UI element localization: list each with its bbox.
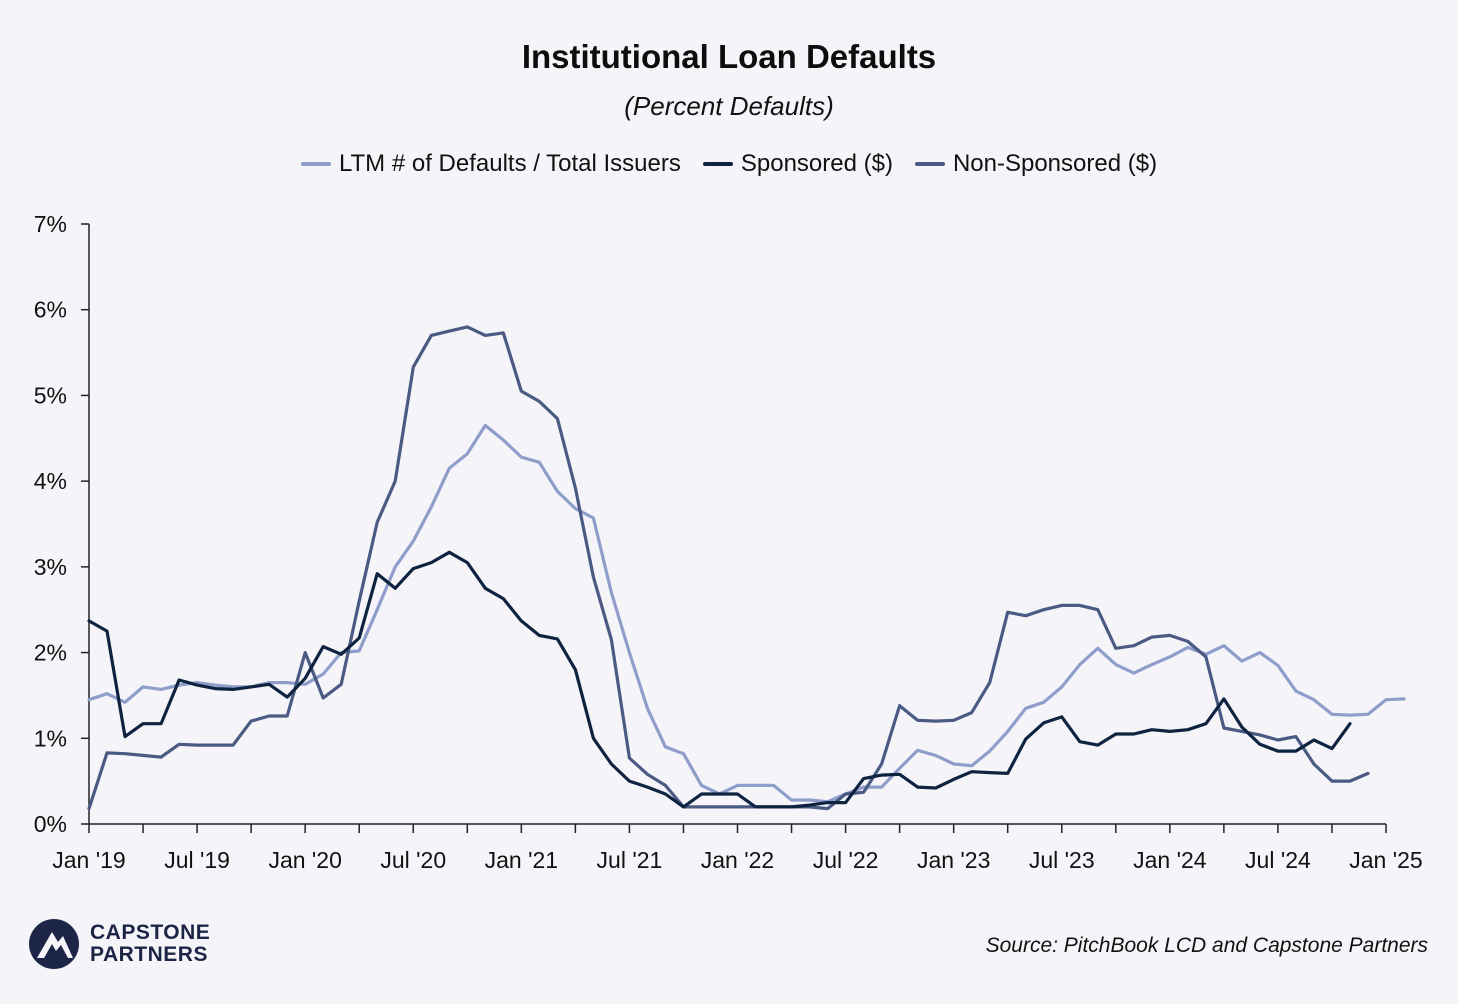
y-tick-label: 1%	[34, 725, 67, 751]
y-tick-label: 5%	[34, 382, 67, 408]
capstone-logo: CAPSTONE PARTNERS	[28, 918, 210, 970]
legend-swatch-sponsored	[702, 162, 733, 166]
y-tick-label: 4%	[34, 468, 67, 494]
y-tick-label: 0%	[34, 811, 67, 837]
chart-subtitle: (Percent Defaults)	[624, 91, 834, 121]
x-tick-label: Jan '23	[917, 847, 990, 873]
chart-title: Institutional Loan Defaults	[521, 38, 937, 75]
x-tick-label: Jul '19	[164, 847, 230, 873]
x-tick-label: Jul '23	[1029, 847, 1095, 873]
x-tick-label: Jul '22	[813, 847, 879, 873]
legend: LTM # of Defaults / Total Issuers Sponso…	[0, 150, 1458, 178]
legend-label-ltm: LTM # of Defaults / Total Issuers	[338, 150, 681, 177]
legend-item-non-sponsored: Non-Sponsored ($)	[914, 150, 1158, 178]
y-tick-label: 3%	[34, 554, 67, 580]
line-chart: 0% 1% 2% 3% 4% 5% 6% 7% Jan '19 Jul '19 Jan '20 Jul…	[34, 211, 1423, 873]
y-tick-label: 2%	[34, 640, 67, 666]
legend-label-non-sponsored: Non-Sponsored ($)	[952, 150, 1158, 177]
y-tick-label: 7%	[34, 211, 67, 237]
x-tick-label: Jul '20	[380, 847, 446, 873]
x-tick-label: Jan '22	[701, 847, 774, 873]
x-tick-label: Jan '19	[52, 847, 125, 873]
logo-line-capstone: CAPSTONE	[90, 921, 211, 944]
legend-swatch-ltm	[300, 162, 331, 166]
legend-item-sponsored: Sponsored ($)	[702, 150, 893, 178]
legend-swatch-non-sponsored	[914, 162, 945, 166]
series-line-sponsored	[87, 550, 1352, 809]
x-tick-label: Jul '24	[1245, 847, 1311, 873]
legend-label-sponsored: Sponsored ($)	[740, 150, 893, 177]
x-tick-label: Jan '20	[268, 847, 341, 873]
series-line-ltm	[87, 423, 1406, 804]
y-tick-label: 6%	[34, 297, 67, 323]
series-line-non-sponsored	[87, 325, 1370, 811]
logo-line-partners: PARTNERS	[90, 943, 208, 966]
logo-text: CAPSTONE PARTNERS	[90, 922, 210, 966]
source-note: Source: PitchBook LCD and Capstone Partn…	[985, 934, 1428, 957]
legend-item-ltm: LTM # of Defaults / Total Issuers	[300, 150, 681, 178]
x-tick-label: Jan '21	[485, 847, 558, 873]
x-tick-label: Jan '25	[1349, 847, 1422, 873]
capstone-mountain-icon	[29, 919, 79, 969]
x-tick-label: Jul '21	[597, 847, 663, 873]
x-tick-label: Jan '24	[1133, 847, 1207, 873]
